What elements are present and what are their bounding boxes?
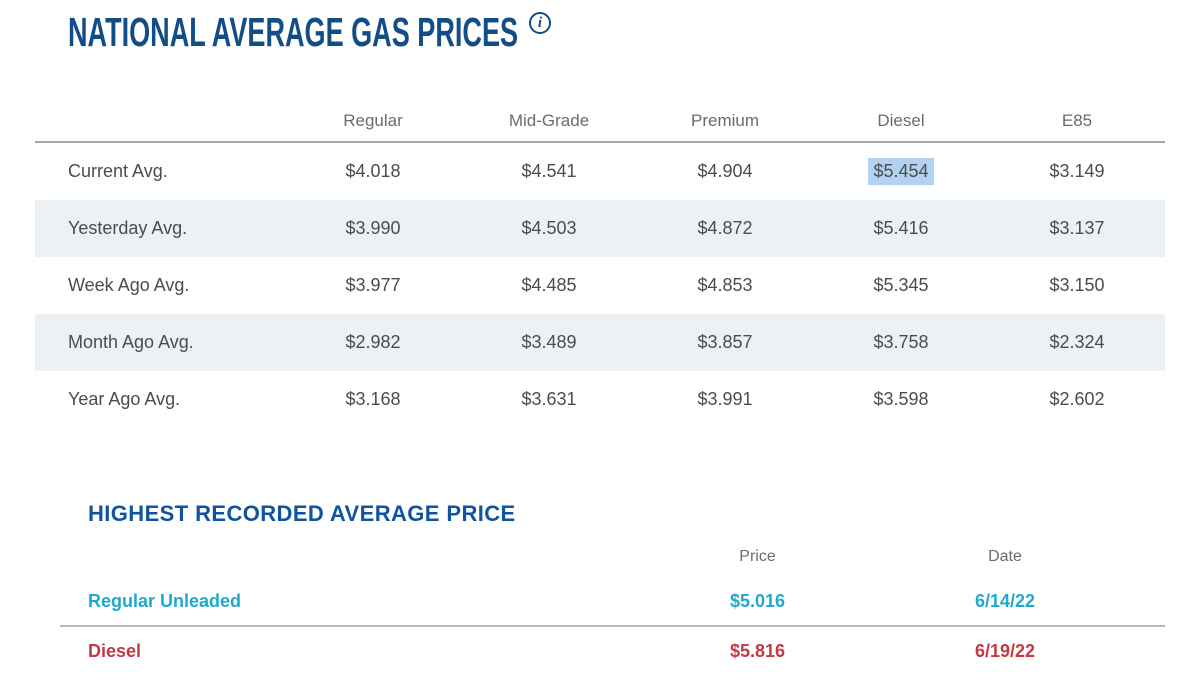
price-cell: $3.168 xyxy=(345,389,401,409)
price-cell: $5.016 xyxy=(729,591,786,611)
price-cell: $3.137 xyxy=(1049,218,1105,238)
table-row-regular-unleaded: Regular Unleaded $5.016 6/14/22 xyxy=(60,578,1165,627)
row-label: Regular Unleaded xyxy=(88,591,242,611)
column-header-midgrade: Mid-Grade xyxy=(508,110,590,130)
price-cell: $2.602 xyxy=(1049,389,1105,409)
page-title: NATIONAL AVERAGE GAS PRICES xyxy=(68,10,750,54)
table-row-current-avg: Current Avg. $4.018 $4.541 $4.904 $5.454… xyxy=(35,143,1165,200)
price-cell: $3.990 xyxy=(345,218,401,238)
column-header-e85: E85 xyxy=(1061,110,1093,130)
price-cell: $3.631 xyxy=(521,389,577,409)
table-row-year-ago-avg: Year Ago Avg. $3.168 $3.631 $3.991 $3.59… xyxy=(35,371,1165,428)
column-header-diesel: Diesel xyxy=(877,110,925,130)
price-cell: $4.485 xyxy=(521,275,577,295)
price-cell: $2.982 xyxy=(345,332,401,352)
info-icon[interactable]: i xyxy=(529,12,551,34)
date-cell: 6/14/22 xyxy=(974,591,1036,611)
row-label: Diesel xyxy=(88,641,142,661)
highest-recorded-title: HIGHEST RECORDED AVERAGE PRICE xyxy=(88,501,516,526)
price-cell: $3.598 xyxy=(873,389,929,409)
price-cell: $5.454 xyxy=(813,158,989,185)
row-label: Current Avg. xyxy=(68,161,168,181)
gas-price-table: Regular Mid-Grade Premium Diesel E85 Cur… xyxy=(35,100,1165,428)
price-cell: $3.149 xyxy=(1049,161,1105,181)
date-cell: 6/19/22 xyxy=(974,641,1036,661)
column-header-date: Date xyxy=(988,548,1022,565)
highest-recorded-header-row: Price Date xyxy=(60,536,1165,578)
row-label: Yesterday Avg. xyxy=(68,218,188,238)
price-cell: $3.489 xyxy=(521,332,577,352)
price-cell: $3.857 xyxy=(697,332,753,352)
row-label: Year Ago Avg. xyxy=(68,389,181,409)
price-cell: $4.503 xyxy=(521,218,577,238)
table-row-diesel: Diesel $5.816 6/19/22 xyxy=(60,627,1165,676)
price-cell: $4.872 xyxy=(697,218,753,238)
table-row-yesterday-avg: Yesterday Avg. $3.990 $4.503 $4.872 $5.4… xyxy=(35,200,1165,257)
row-label: Week Ago Avg. xyxy=(68,275,190,295)
column-header-premium: Premium xyxy=(690,110,759,130)
price-cell: $3.977 xyxy=(345,275,401,295)
row-label: Month Ago Avg. xyxy=(68,332,194,352)
column-header-price: Price xyxy=(739,548,776,565)
table-header-row: Regular Mid-Grade Premium Diesel E85 xyxy=(35,100,1165,143)
price-cell: $3.991 xyxy=(697,389,753,409)
price-cell: $5.416 xyxy=(873,218,929,238)
selected-price-highlight: $5.454 xyxy=(868,158,934,185)
table-row-month-ago-avg: Month Ago Avg. $2.982 $3.489 $3.857 $3.7… xyxy=(35,314,1165,371)
page-title-text: NATIONAL AVERAGE GAS PRICES xyxy=(68,9,519,55)
price-cell: $3.758 xyxy=(873,332,929,352)
table-row-week-ago-avg: Week Ago Avg. $3.977 $4.485 $4.853 $5.34… xyxy=(35,257,1165,314)
price-cell: $2.324 xyxy=(1049,332,1105,352)
price-cell: $3.150 xyxy=(1049,275,1105,295)
column-header-regular: Regular xyxy=(343,110,403,130)
price-cell: $4.541 xyxy=(521,161,577,181)
price-cell: $5.816 xyxy=(729,641,786,661)
price-cell: $4.904 xyxy=(697,161,753,181)
price-cell: $5.345 xyxy=(873,275,929,295)
highest-recorded-table: Price Date Regular Unleaded $5.016 6/14/… xyxy=(60,536,1165,676)
price-cell: $4.018 xyxy=(345,161,401,181)
price-cell: $4.853 xyxy=(697,275,753,295)
